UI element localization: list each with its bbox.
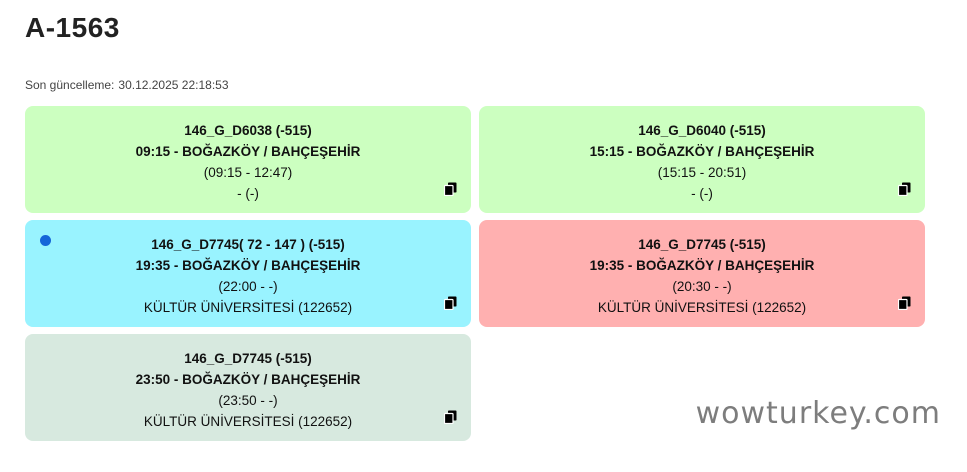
copy-icon[interactable] — [898, 296, 911, 310]
last-update-label: Son güncelleme: — [25, 78, 115, 92]
trip-card[interactable]: 146_G_D7745 (-515) 23:50 - BOĞAZKÖY / BA… — [25, 334, 471, 441]
trip-route: 23:50 - BOĞAZKÖY / BAHÇEŞEHİR — [135, 372, 361, 387]
copy-icon[interactable] — [444, 296, 457, 310]
copy-icon[interactable] — [898, 182, 911, 196]
trip-code: 146_G_D7745 (-515) — [184, 351, 312, 366]
trip-route: 19:35 - BOĞAZKÖY / BAHÇEŞEHİR — [135, 258, 361, 273]
trip-times: (23:50 - -) — [218, 393, 278, 408]
trip-card[interactable]: 146_G_D6038 (-515) 09:15 - BOĞAZKÖY / BA… — [25, 106, 471, 213]
trip-times: (22:00 - -) — [218, 279, 278, 294]
trip-route: 09:15 - BOĞAZKÖY / BAHÇEŞEHİR — [135, 144, 361, 159]
trip-route: 19:35 - BOĞAZKÖY / BAHÇEŞEHİR — [589, 258, 815, 273]
watermark: wowturkey.com — [695, 396, 941, 431]
trip-card-grid: 146_G_D6038 (-515) 09:15 - BOĞAZKÖY / BA… — [25, 106, 925, 441]
trip-card[interactable]: 146_G_D6040 (-515) 15:15 - BOĞAZKÖY / BA… — [479, 106, 925, 213]
active-dot-icon — [40, 235, 51, 246]
trip-code: 146_G_D6038 (-515) — [184, 123, 312, 138]
trip-operator: KÜLTÜR ÜNİVERSİTESİ (122652) — [143, 300, 353, 315]
copy-icon[interactable] — [444, 410, 457, 424]
trip-card[interactable]: 146_G_D7745 (-515) 19:35 - BOĞAZKÖY / BA… — [479, 220, 925, 327]
trip-operator: KÜLTÜR ÜNİVERSİTESİ (122652) — [597, 300, 807, 315]
last-update: Son güncelleme: 30.12.2025 22:18:53 — [25, 78, 229, 92]
trip-card[interactable]: 146_G_D7745( 72 - 147 ) (-515) 19:35 - B… — [25, 220, 471, 327]
trip-operator: KÜLTÜR ÜNİVERSİTESİ (122652) — [143, 414, 353, 429]
trip-times: (15:15 - 20:51) — [657, 165, 747, 180]
trip-route: 15:15 - BOĞAZKÖY / BAHÇEŞEHİR — [589, 144, 815, 159]
trip-code: 146_G_D6040 (-515) — [638, 123, 766, 138]
trip-operator: - (-) — [691, 186, 713, 201]
copy-icon[interactable] — [444, 182, 457, 196]
page-title: A-1563 — [25, 12, 120, 43]
trip-operator: - (-) — [237, 186, 259, 201]
trip-code: 146_G_D7745 (-515) — [638, 237, 766, 252]
last-update-value: 30.12.2025 22:18:53 — [118, 78, 229, 92]
trip-times: (20:30 - -) — [672, 279, 732, 294]
trip-times: (09:15 - 12:47) — [203, 165, 293, 180]
trip-code: 146_G_D7745( 72 - 147 ) (-515) — [151, 237, 345, 252]
